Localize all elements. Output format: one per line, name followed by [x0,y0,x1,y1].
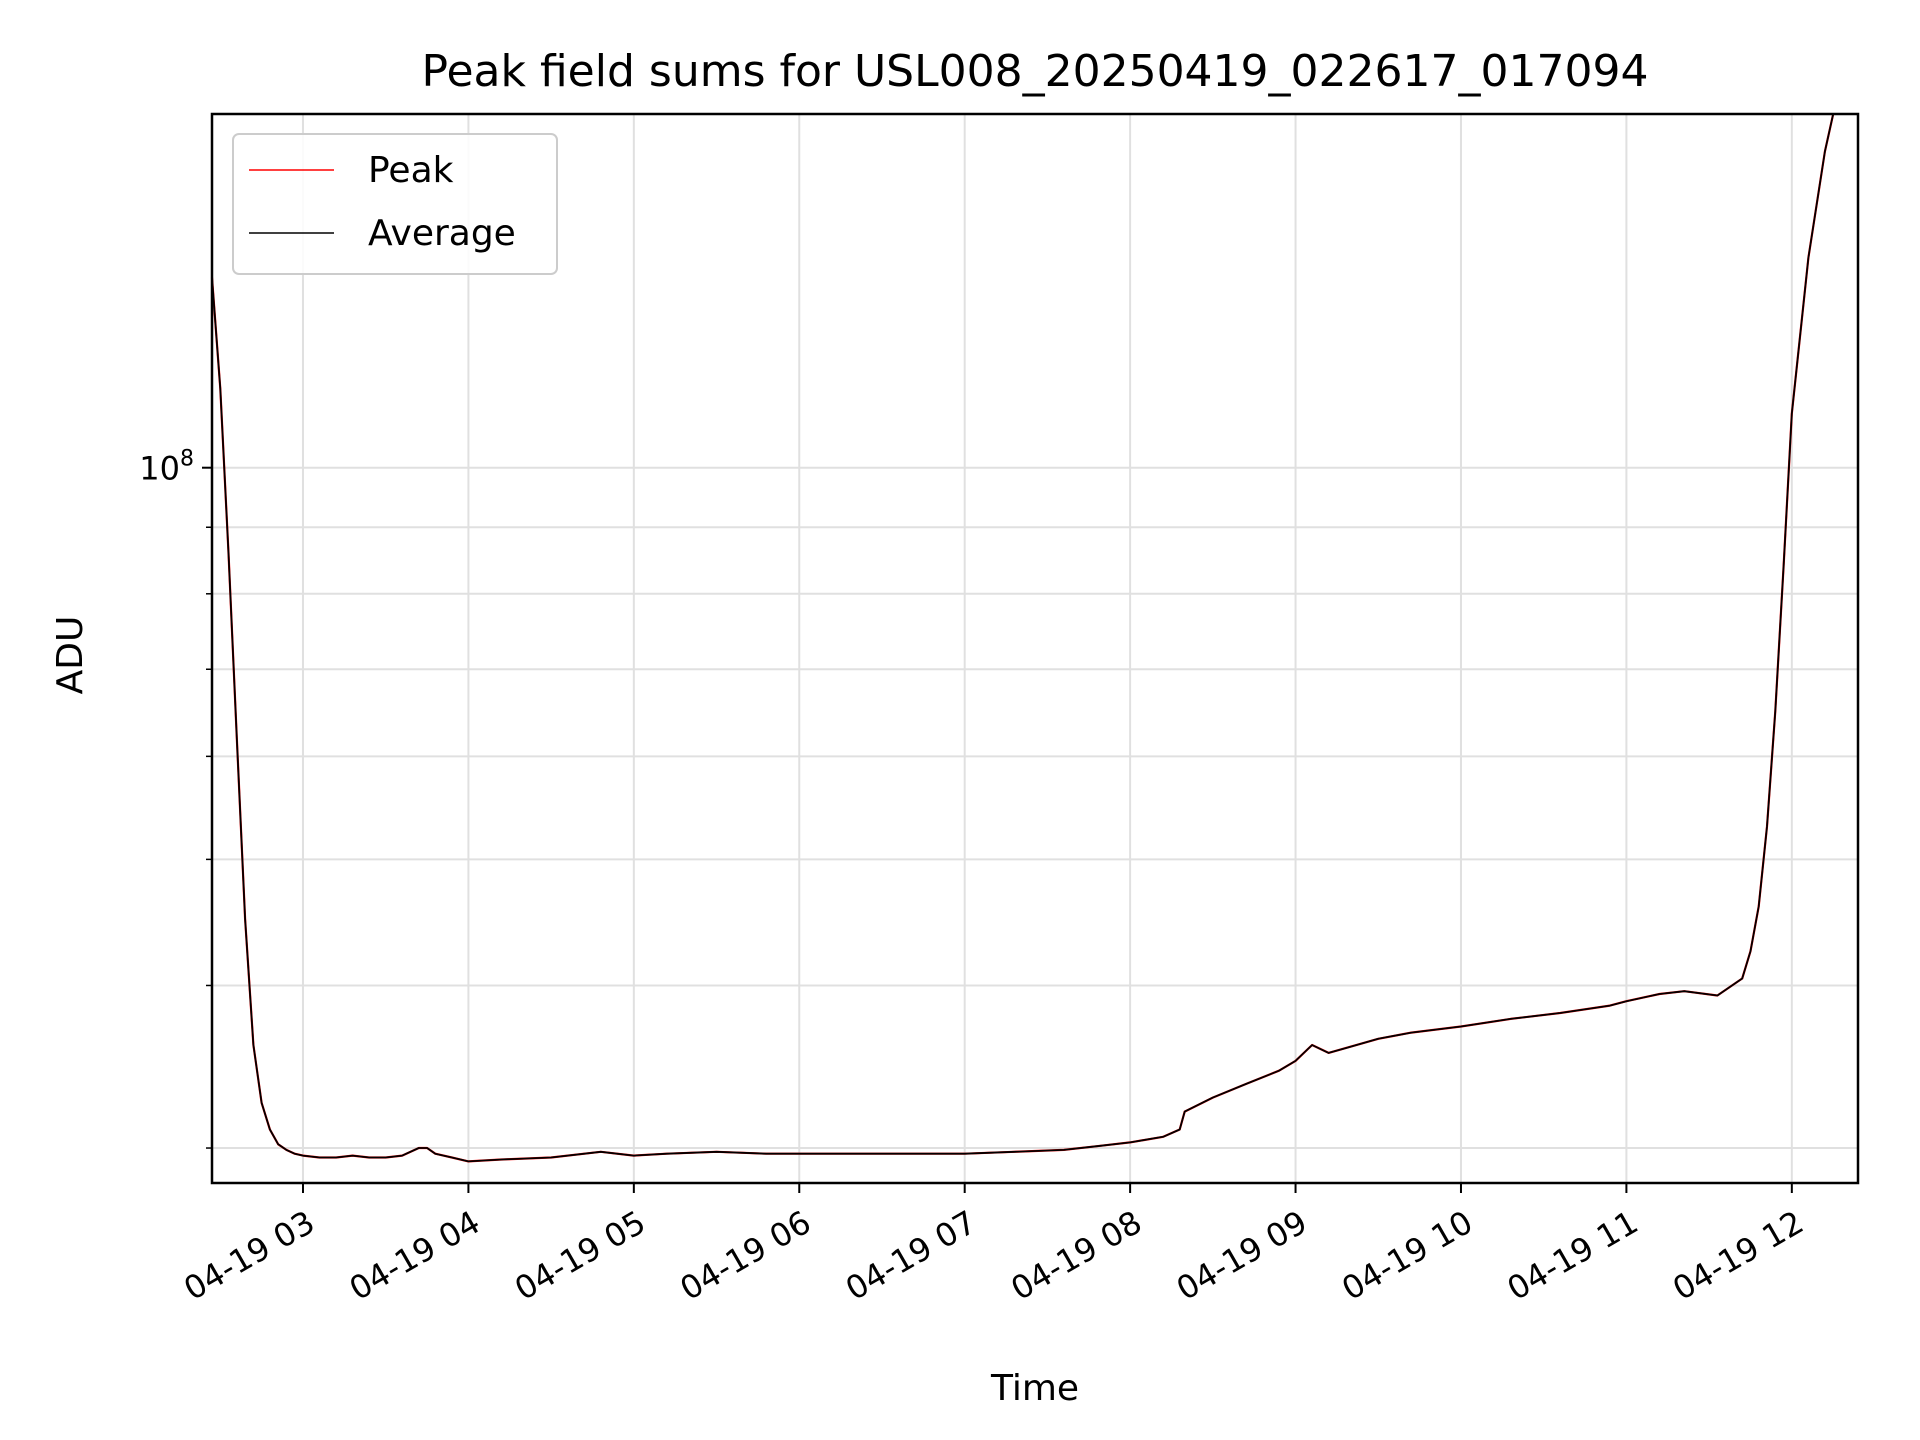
legend-label-average: Average [368,213,516,254]
legend-box [232,133,558,275]
series-line-average [211,113,1835,1163]
x-axis-label: Time [990,1368,1079,1409]
legend: Peak Average [232,133,558,275]
grid [212,114,1858,1183]
plot-frame [210,112,1860,1185]
chart-title: Peak field sums for USL008_20250419_0226… [422,46,1649,97]
y-tick-label: 108 [139,447,194,488]
y-axis-label: ADU [50,616,91,695]
legend-label-peak: Peak [368,150,454,191]
series-lines [210,113,1835,1163]
